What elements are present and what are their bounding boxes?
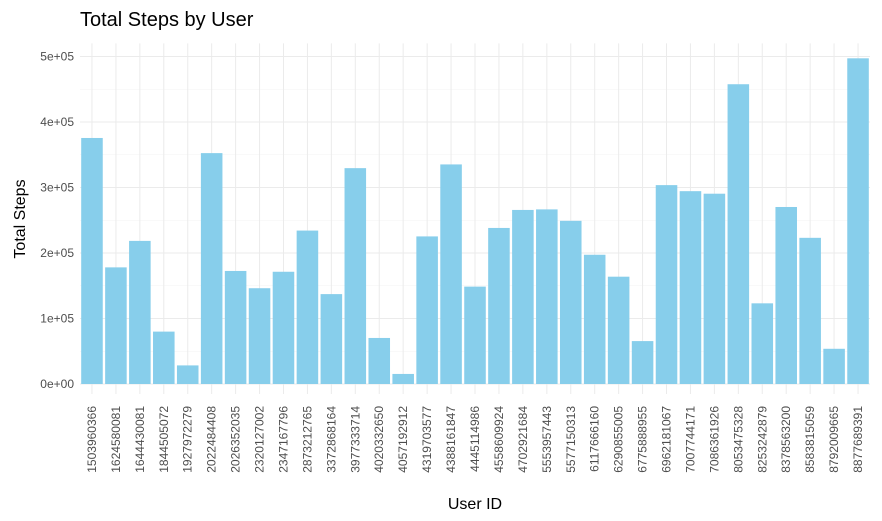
x-tick-label: 8053475328 <box>731 406 745 473</box>
bar <box>631 341 654 384</box>
x-axis-title: User ID <box>448 496 502 513</box>
bar <box>607 276 630 384</box>
x-tick-label: 1624580081 <box>109 406 123 473</box>
bar <box>512 209 534 384</box>
x-tick-label: 6117666160 <box>588 406 602 472</box>
x-tick-label: 1927972279 <box>181 406 195 473</box>
x-tick-label: 4558609924 <box>492 406 506 473</box>
bar <box>200 153 223 384</box>
x-tick-label: 4445114986 <box>468 406 482 472</box>
bar <box>344 168 367 384</box>
y-tick-label: 4e+05 <box>40 115 74 129</box>
x-tick-label: 2026352035 <box>229 406 243 473</box>
x-tick-label: 2347167796 <box>276 406 290 473</box>
x-tick-label: 1644430081 <box>133 406 147 473</box>
y-tick-label: 2e+05 <box>40 246 74 260</box>
bar <box>272 271 295 384</box>
bar <box>296 230 319 384</box>
x-tick-label: 3372868164 <box>324 406 338 473</box>
bars <box>81 58 869 385</box>
chart-title: Total Steps by User <box>80 9 254 31</box>
x-tick-label: 1844505072 <box>157 406 171 473</box>
x-tick-label: 7007744171 <box>683 406 697 473</box>
x-tick-label: 8253242879 <box>755 406 769 473</box>
bar <box>153 331 175 384</box>
x-tick-label: 5553957443 <box>540 406 554 473</box>
y-tick-label: 1e+05 <box>40 312 74 326</box>
x-tick-label: 4388161847 <box>444 406 458 473</box>
x-tick-label: 6290855005 <box>612 406 626 473</box>
y-axis-title: Total Steps <box>12 179 29 258</box>
y-axis-ticks: 0e+00 1e+05 2e+05 3e+05 4e+05 5e+05 <box>40 50 74 392</box>
bar <box>679 191 702 384</box>
bar <box>655 185 678 384</box>
bar <box>583 254 606 384</box>
bar <box>464 286 486 384</box>
x-axis-ticks: 1503960366 1624580081 1644430081 1844505072… <box>85 406 865 473</box>
x-tick-label: 1503960366 <box>85 406 99 473</box>
x-tick-label: 4057192912 <box>396 406 410 473</box>
y-tick-label: 5e+05 <box>40 50 74 64</box>
bar <box>823 348 845 384</box>
bar <box>416 236 438 384</box>
x-tick-label: 2022484408 <box>205 406 219 473</box>
bar <box>440 164 462 384</box>
x-tick-label: 5577150313 <box>564 406 578 473</box>
bar <box>81 137 103 384</box>
bar <box>320 294 343 384</box>
bar <box>224 270 247 384</box>
x-tick-label: 2320127002 <box>253 406 267 473</box>
bar <box>727 84 750 384</box>
x-tick-label: 6775888955 <box>636 406 650 473</box>
bar <box>847 58 869 385</box>
bar <box>559 220 582 384</box>
bar <box>799 237 821 384</box>
x-tick-label: 4020332650 <box>372 406 386 473</box>
bar <box>775 206 797 384</box>
bar <box>248 288 271 384</box>
x-tick-label: 8877689391 <box>851 406 865 473</box>
x-tick-label: 3977333714 <box>348 406 362 473</box>
x-tick-label: 4319703577 <box>420 406 434 473</box>
x-tick-label: 8583815059 <box>803 406 817 473</box>
bar <box>176 365 199 384</box>
bar <box>703 193 726 384</box>
bar <box>105 267 127 384</box>
bar <box>392 373 414 384</box>
x-tick-label: 2873212765 <box>300 406 314 473</box>
x-tick-label: 6962181067 <box>660 406 674 473</box>
bar <box>536 209 558 384</box>
x-tick-label: 7086361926 <box>707 406 721 473</box>
x-tick-label: 4702921684 <box>516 406 530 473</box>
x-tick-label: 8378563200 <box>779 406 793 473</box>
y-tick-label: 3e+05 <box>40 181 74 195</box>
x-tick-label: 8792009665 <box>827 406 841 473</box>
bar <box>129 240 151 384</box>
y-tick-label: 0e+00 <box>40 377 74 391</box>
bar <box>751 303 774 384</box>
bar <box>368 337 391 384</box>
bar <box>488 227 510 384</box>
